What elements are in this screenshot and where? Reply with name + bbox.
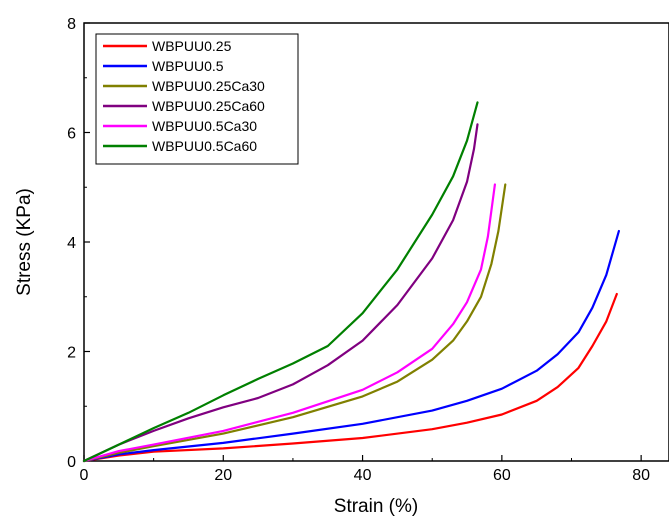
series-line [82, 123, 479, 463]
x-tick-label: 80 [632, 467, 650, 484]
series-line [82, 101, 479, 463]
legend: WBPUU0.25 WBPUU0.5 WBPUU0.25Ca30 WBPUU0.25C… [95, 33, 299, 165]
x-axis-title: Strain (%) [334, 496, 418, 517]
y-tick-label: 2 [67, 345, 76, 362]
legend-label: WBPUU0.5Ca30 [152, 118, 257, 134]
y-tick-label: 4 [67, 235, 76, 252]
series-line [82, 292, 618, 463]
y-tick-label: 6 [67, 126, 76, 143]
y-tick-label: 8 [67, 16, 76, 33]
x-tick-label: 60 [493, 467, 511, 484]
x-tick-label: 40 [354, 467, 372, 484]
axis-ticks: 0 20 40 60 80 0 2 4 6 8 [67, 16, 650, 484]
series-line [82, 183, 496, 463]
x-tick-label: 0 [80, 467, 89, 484]
y-tick-label: 0 [67, 454, 76, 471]
x-tick-label: 20 [214, 467, 232, 484]
legend-label: WBPUU0.25Ca30 [152, 78, 265, 94]
legend-label: WBPUU0.5Ca60 [152, 138, 257, 154]
series-layer [82, 101, 621, 463]
y-axis-title: Stress (KPa) [14, 188, 35, 296]
legend-box [95, 33, 299, 165]
legend-label: WBPUU0.5 [152, 58, 224, 74]
legend-label: WBPUU0.25 [152, 38, 232, 54]
series-line [82, 229, 621, 463]
series-line [82, 183, 507, 463]
legend-label: WBPUU0.25Ca60 [152, 98, 265, 114]
